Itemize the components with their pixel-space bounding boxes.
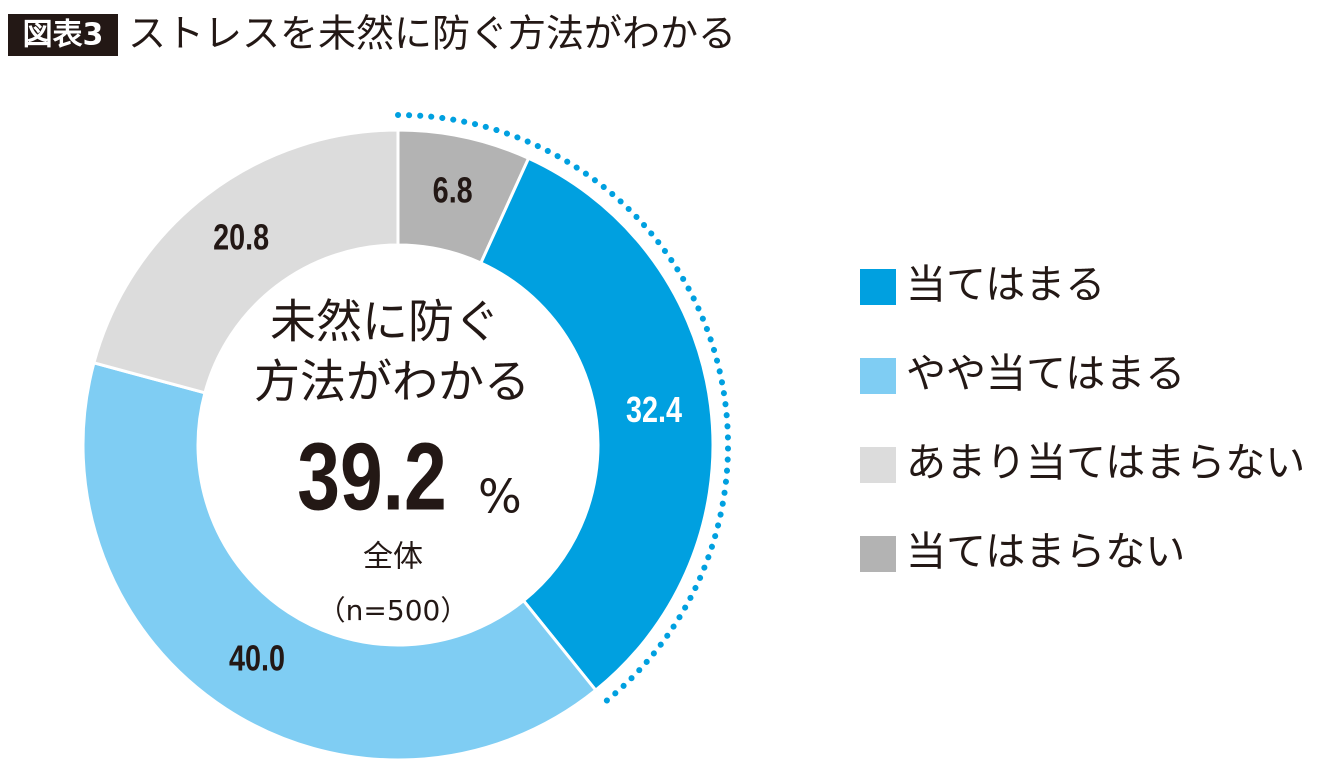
legend-label: やや当てはまる [906, 351, 1185, 397]
legend-label: 当てはまらない [906, 529, 1185, 575]
value-label: 20.8 [213, 217, 269, 258]
donut-segment [478, 156, 715, 693]
legend-swatch [860, 269, 896, 305]
center-note: （n=500） [318, 594, 469, 627]
center-line: 未然に防ぐ [270, 295, 500, 349]
legend-label: 当てはまる [906, 262, 1105, 308]
value-label: 6.8 [433, 169, 473, 210]
donut-segment [92, 128, 400, 395]
center-unit: % [478, 470, 522, 524]
center-line: 方法がわかる [254, 355, 530, 409]
legend-swatch [860, 447, 896, 483]
value-label: 32.4 [626, 389, 682, 430]
donut-segment [81, 360, 598, 762]
highlight-arc [395, 112, 731, 705]
legend-swatch [860, 358, 896, 394]
legend-swatch [860, 536, 896, 572]
center-caption: 全体 [363, 540, 423, 575]
donut: 6.8 32.4 40.0 20.8 [81, 112, 731, 762]
value-label: 40.0 [229, 637, 285, 678]
badge: 図表3 [23, 18, 104, 53]
badge-box [8, 14, 118, 56]
center-value: 39.2 [297, 423, 446, 530]
chart-title: ストレスを未然に防ぐ方法がわかる [128, 12, 736, 56]
legend-label: あまり当てはまらない [906, 440, 1305, 486]
